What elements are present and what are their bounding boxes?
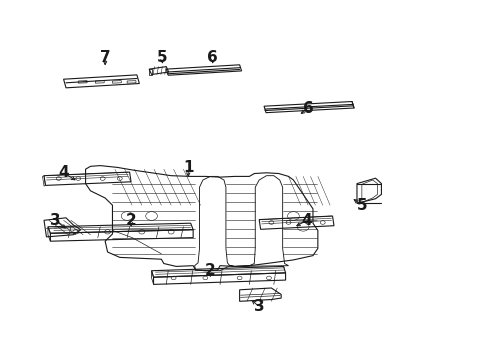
Text: 7: 7 [100,50,110,65]
Text: 1: 1 [183,160,193,175]
Text: 2: 2 [125,213,136,228]
Text: 3: 3 [50,213,61,228]
Text: 6: 6 [207,50,218,65]
Text: 2: 2 [204,263,215,278]
Text: 4: 4 [301,213,312,228]
Text: 4: 4 [58,165,69,180]
Text: 6: 6 [302,100,313,116]
Text: 5: 5 [356,198,366,213]
Text: 5: 5 [157,50,167,65]
Text: 3: 3 [253,299,264,314]
